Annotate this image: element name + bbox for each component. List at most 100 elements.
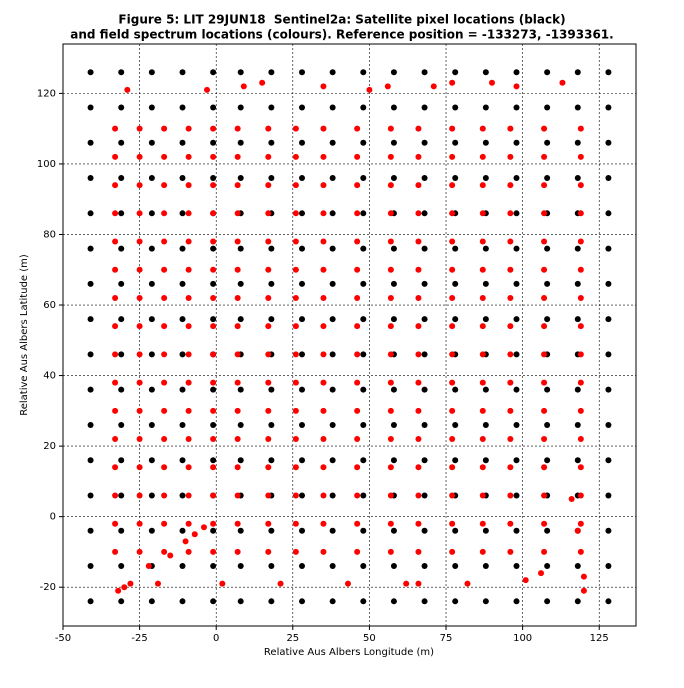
- scatter-point: [580, 573, 587, 580]
- scatter-point: [112, 210, 119, 217]
- scatter-point: [234, 210, 241, 217]
- scatter-point: [234, 153, 241, 160]
- scatter-point: [136, 266, 143, 273]
- scatter-point: [136, 436, 143, 443]
- scatter-point: [544, 139, 551, 146]
- scatter-point: [452, 245, 459, 252]
- scatter-point: [479, 407, 486, 414]
- scatter-point: [452, 104, 459, 111]
- chart-title-line: and field spectrum locations (colours). …: [70, 28, 613, 42]
- scatter-point: [544, 527, 551, 534]
- scatter-point: [210, 598, 217, 605]
- y-tick-label: 20: [43, 441, 56, 452]
- scatter-point: [452, 139, 459, 146]
- scatter-point: [136, 238, 143, 245]
- scatter-point: [161, 436, 168, 443]
- scatter-point: [449, 379, 456, 386]
- scatter-point: [329, 316, 336, 323]
- scatter-point: [354, 520, 361, 527]
- scatter-point: [479, 436, 486, 443]
- scatter-point: [112, 182, 119, 189]
- scatter-point: [210, 245, 217, 252]
- scatter-point: [384, 83, 391, 90]
- scatter-point: [605, 598, 612, 605]
- scatter-point: [299, 139, 306, 146]
- scatter-point: [574, 457, 581, 464]
- scatter-point: [118, 598, 125, 605]
- scatter-point: [118, 527, 125, 534]
- scatter-point: [507, 238, 514, 245]
- scatter-point: [482, 563, 489, 570]
- scatter-point: [124, 86, 131, 93]
- scatter-point: [118, 280, 125, 287]
- scatter-point: [320, 238, 327, 245]
- scatter-point: [538, 570, 545, 577]
- scatter-point: [415, 580, 422, 587]
- scatter-point: [179, 492, 186, 499]
- scatter-point: [387, 153, 394, 160]
- scatter-point: [574, 104, 581, 111]
- scatter-point: [449, 323, 456, 330]
- scatter-point: [513, 316, 520, 323]
- scatter-point: [605, 280, 612, 287]
- scatter-point: [237, 280, 244, 287]
- scatter-point: [292, 379, 299, 386]
- scatter-point: [513, 351, 520, 358]
- scatter-point: [390, 104, 397, 111]
- scatter-point: [605, 563, 612, 570]
- scatter-point: [161, 407, 168, 414]
- scatter-point: [265, 238, 272, 245]
- scatter-point: [513, 598, 520, 605]
- scatter-point: [112, 407, 119, 414]
- scatter-point: [513, 175, 520, 182]
- scatter-point: [148, 210, 155, 217]
- plot-frame: [62, 43, 637, 627]
- scatter-point: [541, 379, 548, 386]
- scatter-point: [415, 492, 422, 499]
- scatter-point: [482, 316, 489, 323]
- scatter-point: [265, 464, 272, 471]
- scatter-point: [577, 379, 584, 386]
- scatter-point: [161, 266, 168, 273]
- scatter-point: [387, 520, 394, 527]
- scatter-point: [360, 563, 367, 570]
- scatter-point: [268, 527, 275, 534]
- scatter-point: [292, 210, 299, 217]
- scatter-point: [507, 379, 514, 386]
- scatter-point: [544, 175, 551, 182]
- scatter-point: [210, 492, 217, 499]
- scatter-point: [118, 139, 125, 146]
- scatter-point: [360, 139, 367, 146]
- scatter-point: [577, 351, 584, 358]
- scatter-point: [366, 86, 373, 93]
- scatter-point: [136, 182, 143, 189]
- scatter-point: [148, 245, 155, 252]
- scatter-point: [265, 182, 272, 189]
- scatter-point: [415, 182, 422, 189]
- scatter-point: [574, 527, 581, 534]
- scatter-point: [87, 175, 94, 182]
- scatter-point: [234, 351, 241, 358]
- y-tick-label: 80: [43, 229, 56, 240]
- scatter-point: [513, 563, 520, 570]
- scatter-point: [387, 548, 394, 555]
- scatter-point: [452, 386, 459, 393]
- scatter-point: [179, 316, 186, 323]
- scatter-point: [541, 520, 548, 527]
- scatter-point: [154, 580, 161, 587]
- scatter-point: [268, 316, 275, 323]
- scatter-point: [577, 294, 584, 301]
- scatter-point: [541, 266, 548, 273]
- scatter-point: [354, 464, 361, 471]
- x-tick-label: 125: [590, 633, 609, 644]
- scatter-point: [112, 153, 119, 160]
- scatter-point: [185, 266, 192, 273]
- scatter-point: [210, 182, 217, 189]
- scatter-point: [421, 527, 428, 534]
- scatter-point: [292, 351, 299, 358]
- scatter-point: [299, 104, 306, 111]
- scatter-point: [390, 316, 397, 323]
- scatter-point: [574, 563, 581, 570]
- scatter-point: [387, 182, 394, 189]
- scatter-point: [179, 139, 186, 146]
